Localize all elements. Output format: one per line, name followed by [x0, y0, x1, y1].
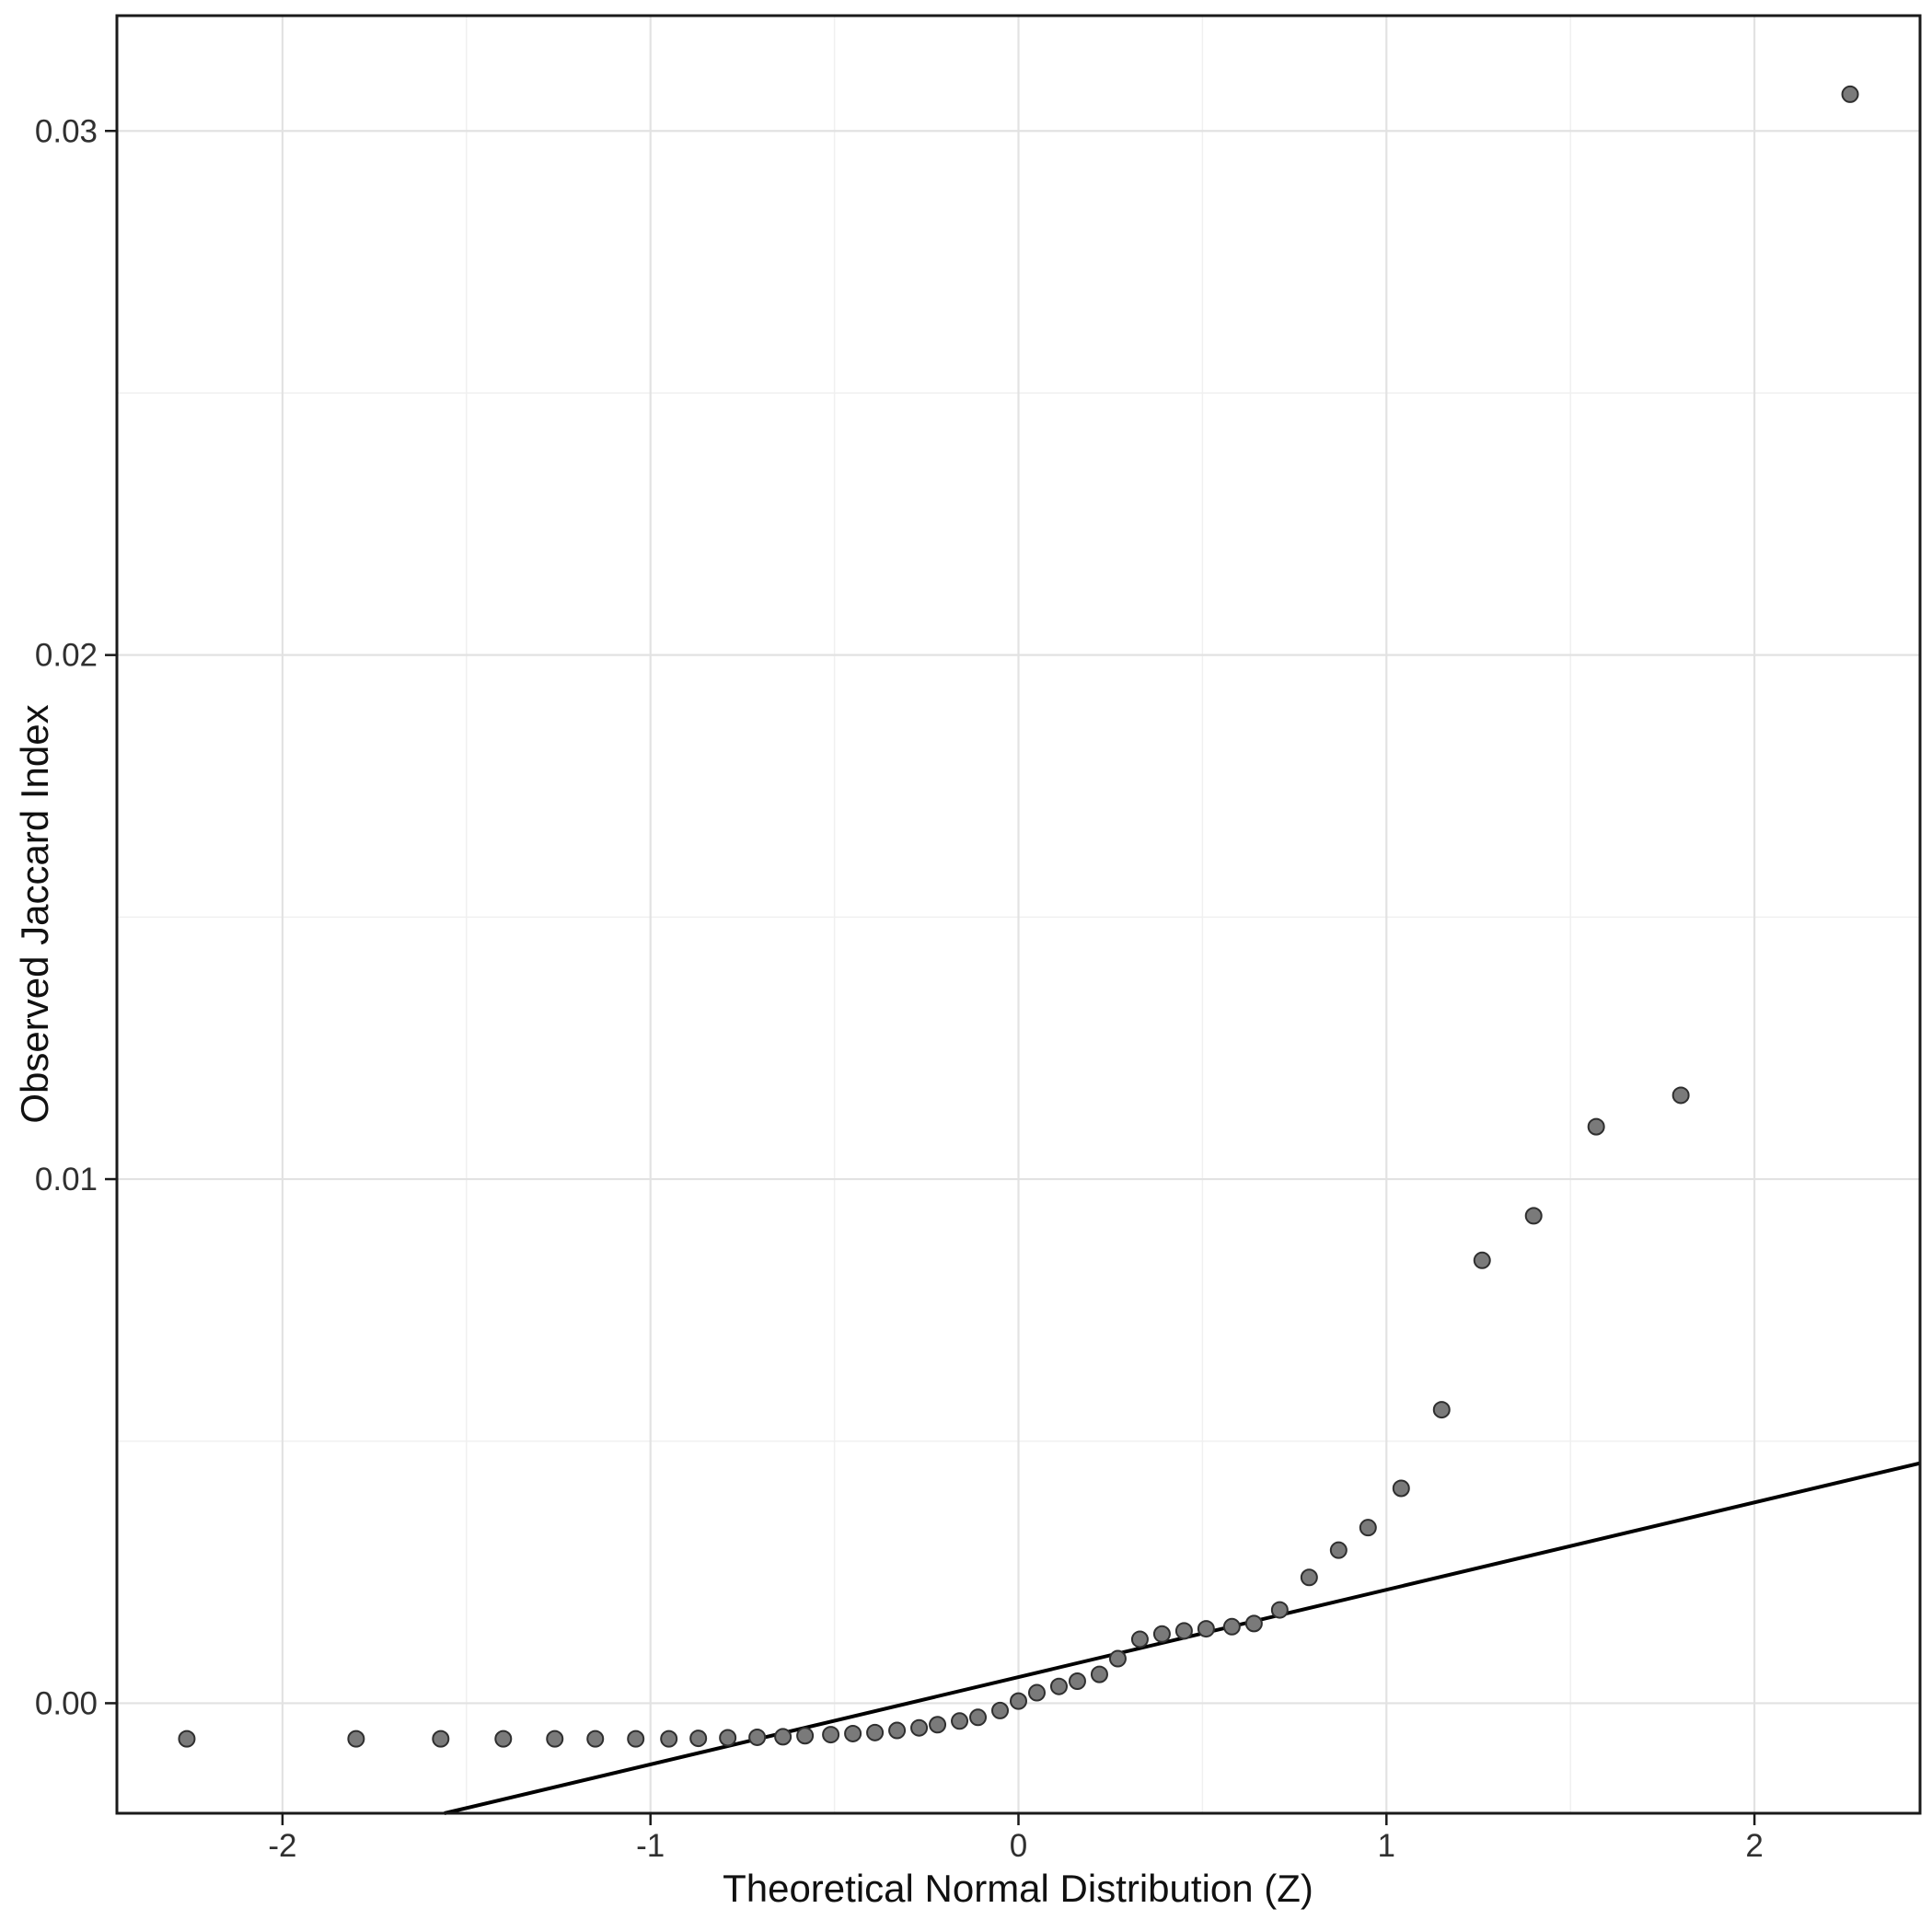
x-tick-label: -1 [636, 1828, 665, 1864]
scatter-point [1672, 1086, 1690, 1105]
scatter-point [546, 1730, 564, 1748]
scatter-point [796, 1727, 815, 1745]
scatter-point [1841, 85, 1859, 103]
x-tick-label: -2 [268, 1828, 296, 1864]
scatter-point [910, 1718, 929, 1737]
scatter-point [1524, 1207, 1543, 1225]
scatter-point [1174, 1622, 1193, 1640]
scatter-point [1473, 1251, 1491, 1269]
scatter-point [866, 1723, 885, 1741]
y-tick-label: 0.02 [35, 638, 98, 674]
x-axis-title: Theoretical Normal Distribution (Z) [723, 1867, 1313, 1910]
scatter-point [1270, 1601, 1289, 1619]
scatter-point [719, 1729, 737, 1747]
scatter-point [1222, 1617, 1241, 1636]
scatter-point [1108, 1649, 1127, 1668]
scatter-point [1392, 1479, 1410, 1498]
scatter-point [1130, 1630, 1149, 1649]
y-tick-label: 0.01 [35, 1162, 98, 1197]
x-tick-label: 2 [1745, 1828, 1763, 1864]
x-tick-label: 1 [1378, 1828, 1395, 1864]
scatter-point [1068, 1672, 1086, 1691]
scatter-point [1359, 1519, 1377, 1537]
scatter-point [432, 1730, 450, 1748]
scatter-point [888, 1721, 907, 1740]
scatter-point [1329, 1541, 1348, 1559]
scatter-point [494, 1730, 513, 1748]
scatter-point [1432, 1401, 1451, 1419]
scatter-point [1587, 1117, 1605, 1136]
scatter-point [178, 1730, 196, 1748]
scatter-point [822, 1726, 840, 1744]
scatter-point [627, 1730, 645, 1748]
scatter-point [951, 1712, 969, 1730]
scatter-point [1300, 1568, 1318, 1587]
y-tick-label: 0.03 [35, 113, 98, 149]
scatter-point [1152, 1625, 1171, 1643]
scatter-point [748, 1728, 767, 1746]
scatter-point [1049, 1677, 1068, 1695]
y-tick-label: 0.00 [35, 1685, 98, 1721]
scatter-point [1244, 1614, 1263, 1633]
scatter-point [347, 1730, 365, 1748]
scatter-point [689, 1730, 708, 1748]
scatter-point [929, 1716, 947, 1734]
scatter-point [844, 1724, 862, 1742]
scatter-point [660, 1730, 678, 1748]
x-tick-label: 0 [1010, 1828, 1027, 1864]
scatter-point [1197, 1620, 1215, 1638]
y-axis-title: Observed Jaccard Index [13, 704, 56, 1124]
scatter-point [1090, 1665, 1108, 1683]
scatter-point [774, 1728, 792, 1746]
scatter-point [969, 1708, 988, 1727]
scatter-point [991, 1701, 1010, 1719]
scatter-point [1027, 1683, 1046, 1702]
scatter-point [1010, 1692, 1027, 1710]
scatter-point [586, 1730, 605, 1748]
